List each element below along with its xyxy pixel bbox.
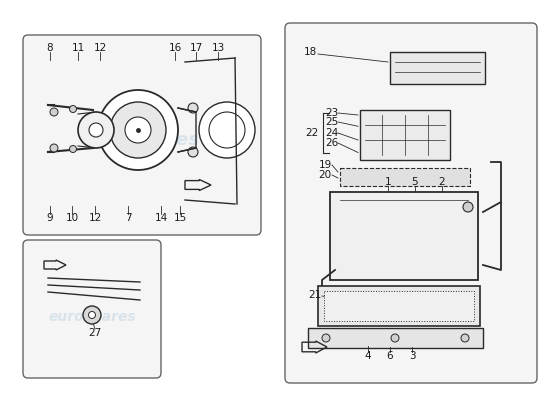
FancyBboxPatch shape [23,35,261,235]
Text: 7: 7 [125,213,131,223]
Text: 1: 1 [384,177,391,187]
Text: 21: 21 [309,290,322,300]
Text: 17: 17 [189,43,202,53]
Text: 15: 15 [173,213,186,223]
Bar [340,168,470,186]
Text: 24: 24 [326,128,339,138]
Text: 12: 12 [94,43,107,53]
Circle shape [391,334,399,342]
Text: 25: 25 [326,117,339,127]
Text: 10: 10 [65,213,79,223]
FancyBboxPatch shape [23,240,161,378]
Text: 18: 18 [304,47,317,57]
Text: 26: 26 [326,138,339,148]
Text: 22: 22 [305,128,318,138]
Text: eurospares: eurospares [85,131,199,149]
Text: eurospares: eurospares [349,204,472,222]
Text: 2: 2 [439,177,446,187]
Circle shape [89,312,96,318]
Circle shape [209,112,245,148]
Text: 16: 16 [168,43,182,53]
Bar [390,52,485,84]
Text: 20: 20 [318,170,332,180]
Text: 6: 6 [387,351,393,361]
Text: 4: 4 [365,351,371,361]
Circle shape [188,147,198,157]
Text: 14: 14 [155,213,168,223]
Circle shape [322,334,330,342]
Circle shape [461,334,469,342]
Circle shape [50,144,58,152]
Bar [324,291,474,321]
Bar [318,286,480,326]
Circle shape [199,102,255,158]
Circle shape [69,106,76,112]
Circle shape [50,108,58,116]
Circle shape [83,306,101,324]
Text: 11: 11 [72,43,85,53]
Text: 13: 13 [211,43,224,53]
Bar [308,328,483,348]
Text: 23: 23 [326,108,339,118]
Circle shape [125,117,151,143]
Bar [330,192,478,280]
Circle shape [89,123,103,137]
Bar [360,110,450,160]
Circle shape [188,103,198,113]
Text: eurospares: eurospares [48,310,136,324]
Text: 27: 27 [89,328,102,338]
Text: 3: 3 [409,351,415,361]
Circle shape [69,146,76,152]
Text: 8: 8 [47,43,53,53]
Circle shape [98,90,178,170]
Circle shape [463,202,473,212]
Text: 9: 9 [47,213,53,223]
Text: 19: 19 [318,160,332,170]
Circle shape [78,112,114,148]
FancyBboxPatch shape [285,23,537,383]
Text: 12: 12 [89,213,102,223]
Circle shape [110,102,166,158]
Text: 5: 5 [412,177,419,187]
